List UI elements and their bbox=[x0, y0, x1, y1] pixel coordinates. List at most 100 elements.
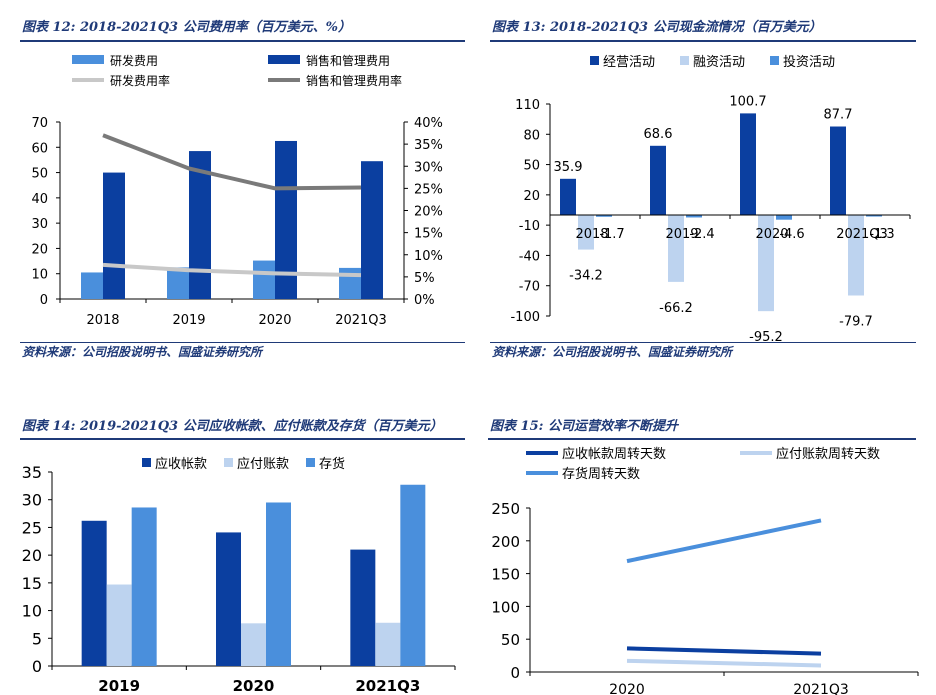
bar-receivables bbox=[216, 532, 241, 666]
bar-payables bbox=[241, 623, 266, 666]
bar-receivables bbox=[81, 520, 107, 666]
series-line-sga-rate bbox=[102, 133, 362, 191]
y-tick-label: 20 bbox=[22, 546, 42, 565]
chart12-source-rule bbox=[20, 342, 465, 343]
bar-inventory bbox=[266, 502, 291, 666]
y-tick-label: 250 bbox=[491, 500, 520, 518]
data-label: -95.2 bbox=[749, 330, 783, 342]
data-label: -4.6 bbox=[779, 227, 804, 242]
y-tick-label: 0 bbox=[510, 664, 520, 682]
y-tick-label: 20 bbox=[523, 189, 540, 204]
y2-tick-label: 5% bbox=[414, 271, 435, 286]
data-label: -34.2 bbox=[569, 269, 603, 284]
x-tick-label: 2020 bbox=[258, 313, 291, 328]
bar-rd bbox=[339, 267, 361, 299]
chart14-title-rule bbox=[20, 438, 465, 440]
y2-tick-label: 40% bbox=[414, 116, 443, 131]
y-tick-label: 100 bbox=[491, 598, 520, 616]
data-label: 87.7 bbox=[824, 108, 853, 123]
y-tick-label: 30 bbox=[22, 491, 42, 510]
chart14-title: 图表 14: 2019-2021Q3 公司应收帐款、应付账款及存货（百万美元） bbox=[22, 419, 443, 434]
bar-financing bbox=[848, 215, 864, 296]
bar-sga bbox=[275, 140, 297, 299]
data-label: -79.7 bbox=[839, 315, 873, 330]
chart13-source-rule bbox=[490, 342, 916, 343]
y-tick-label: 150 bbox=[491, 566, 520, 584]
y-tick-label: -10 bbox=[519, 219, 540, 234]
legend-label: 经营活动 bbox=[603, 55, 655, 70]
legend-swatch bbox=[590, 56, 599, 65]
legend-label: 存货 bbox=[319, 456, 345, 472]
chart12-title: 图表 12: 2018-2021Q3 公司费用率（百万美元、%） bbox=[22, 20, 351, 35]
bar-operating bbox=[830, 126, 846, 216]
legend-label: 研发费用率 bbox=[110, 73, 170, 88]
y-tick-label: 35 bbox=[22, 463, 42, 482]
series-line-receivable-days bbox=[626, 646, 822, 656]
y2-tick-label: 30% bbox=[414, 160, 443, 175]
y-tick-label: 60 bbox=[31, 141, 48, 156]
data-label: 35.9 bbox=[554, 160, 583, 175]
y-tick-label: 110 bbox=[515, 98, 540, 113]
bar-financing bbox=[578, 215, 594, 250]
legend-label: 销售和管理费用 bbox=[306, 53, 390, 68]
y-tick-label: 0 bbox=[40, 293, 48, 308]
data-label: -2.4 bbox=[689, 227, 714, 242]
bar-payables bbox=[375, 622, 401, 666]
chart12-source: 资料来源：公司招股说明书、国盛证券研究所 bbox=[22, 345, 263, 359]
y-tick-label: 70 bbox=[31, 116, 48, 131]
y-tick-label: 20 bbox=[31, 242, 48, 257]
bar-operating bbox=[740, 113, 756, 216]
y-tick-label: -70 bbox=[519, 280, 540, 295]
legend-swatch bbox=[224, 458, 233, 467]
bar-inventory bbox=[400, 484, 426, 666]
y-tick-label: 0 bbox=[32, 657, 42, 676]
x-tick-label: 2020 bbox=[755, 227, 788, 242]
y-tick-label: 25 bbox=[22, 518, 42, 537]
y-tick-label: 50 bbox=[523, 159, 540, 174]
y-tick-label: -100 bbox=[510, 310, 540, 325]
bar-rd bbox=[167, 267, 189, 299]
chart13-title: 图表 13: 2018-2021Q3 公司现金流情况（百万美元） bbox=[492, 20, 822, 35]
legend-swatch bbox=[72, 55, 104, 64]
x-tick-label: 2021Q3 bbox=[836, 227, 888, 242]
legend-label: 融资活动 bbox=[693, 55, 745, 70]
x-tick-label: 2021Q3 bbox=[335, 313, 387, 328]
bar-operating bbox=[650, 145, 666, 216]
data-label: 68.6 bbox=[644, 127, 673, 142]
legend-label: 应付账款 bbox=[237, 456, 289, 472]
legend-label: 应付账款周转天数 bbox=[776, 446, 880, 462]
y-tick-label: 10 bbox=[31, 268, 48, 283]
legend-swatch bbox=[306, 458, 315, 467]
legend-swatch bbox=[268, 55, 300, 64]
legend-swatch bbox=[770, 56, 779, 65]
x-tick-label: 2019 bbox=[172, 313, 205, 328]
legend-label: 应收帐款 bbox=[155, 456, 207, 472]
data-label: 100.7 bbox=[729, 94, 766, 109]
y2-tick-label: 35% bbox=[414, 138, 443, 153]
bar-rd bbox=[253, 260, 275, 299]
series-line-inventory-days bbox=[626, 518, 822, 564]
x-tick-label: 2019 bbox=[98, 677, 140, 695]
x-tick-label: 2021Q3 bbox=[355, 677, 420, 695]
legend-swatch bbox=[680, 56, 689, 65]
data-label: -1.7 bbox=[599, 227, 624, 242]
bar-payables bbox=[106, 584, 132, 666]
legend-label: 应收帐款周转天数 bbox=[562, 446, 666, 462]
chart14-svg: 应收帐款 应付账款 存货 0 5 10 15 20 25 30 35 2019 2020 2021Q3 bbox=[22, 456, 456, 695]
x-tick-label: 2019 bbox=[665, 227, 698, 242]
data-label: -66.2 bbox=[659, 301, 693, 316]
chart13-source: 资料来源：公司招股说明书、国盛证券研究所 bbox=[492, 345, 733, 359]
y-tick-label: -40 bbox=[519, 249, 540, 264]
series-line-rd-rate bbox=[102, 262, 362, 278]
legend-swatch bbox=[142, 458, 151, 467]
y2-tick-label: 10% bbox=[414, 249, 443, 264]
chart15-title-rule bbox=[488, 438, 916, 440]
y-tick-label: 200 bbox=[491, 533, 520, 551]
legend-label: 存货周转天数 bbox=[562, 466, 640, 482]
bar-investing bbox=[866, 215, 882, 217]
y2-tick-label: 20% bbox=[414, 205, 443, 220]
bar-sga bbox=[103, 172, 125, 299]
chart13-title-rule bbox=[490, 40, 916, 42]
y-tick-label: 50 bbox=[31, 167, 48, 182]
